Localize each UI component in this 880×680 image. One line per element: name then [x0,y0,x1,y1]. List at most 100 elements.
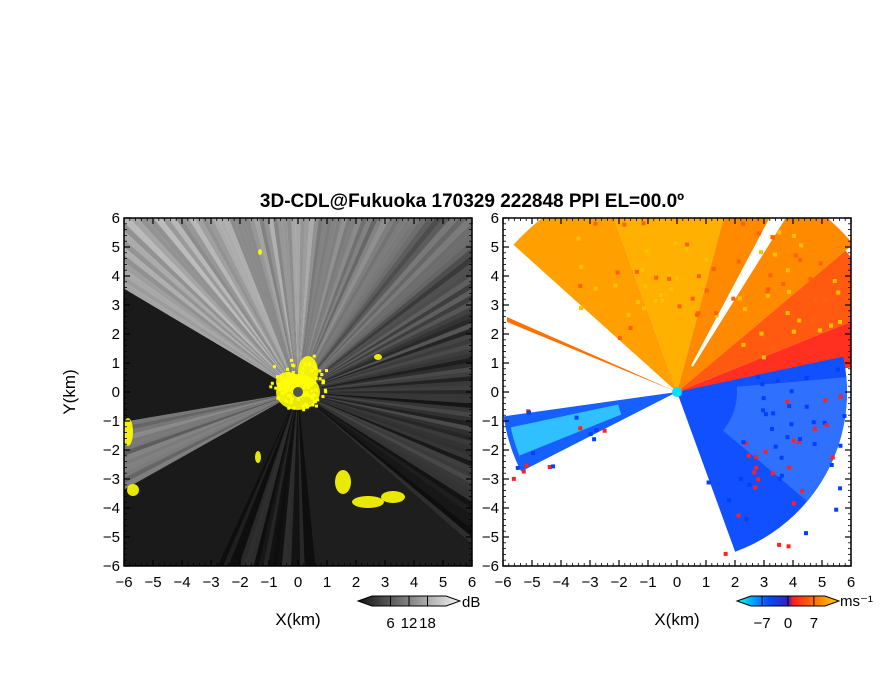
reflectivity-ray [267,392,298,566]
velocity-pixel [613,283,618,288]
velocity-pixel [615,270,620,275]
reflectivity-ray [298,392,472,530]
reflectivity-ray [298,392,472,457]
radar-site-marker [293,387,303,397]
reflectivity-ray [298,392,472,423]
velocity-pixel [777,230,782,235]
velocity-pixel [773,252,778,257]
reflectivity-highlight-pixel [300,371,304,375]
reflectivity-ray [298,218,384,392]
reflectivity-ray [298,392,472,432]
reflectivity-ray [298,392,472,516]
reflectivity-highlight-pixel [270,381,274,385]
velocity-pixel [741,440,746,445]
reflectivity-highlight-pixel [312,354,316,358]
x-tick-label: 0 [294,574,302,591]
velocity-pixel [551,464,556,469]
velocity-pixel [704,288,709,293]
reflectivity-ray [124,230,298,392]
y-tick-label: 6 [491,210,499,227]
velocity-pixel [789,389,794,394]
y-tick-label: 3 [491,297,499,314]
reflectivity-highlight-pixel [306,386,310,390]
velocity-pixel [813,298,818,303]
reflectivity-highlight-pixel [276,383,280,387]
velocity-pixel [791,313,796,318]
reflectivity-ray [298,218,472,392]
velocity-pixel [744,517,749,522]
reflectivity-highlight-pixel [291,371,295,375]
velocity-pixel [787,465,792,470]
reflectivity-highlight-pixel [324,390,328,394]
reflectivity-highlight-pixel [272,365,276,369]
reflectivity-ray [298,392,472,467]
reflectivity-ray [298,218,319,392]
reflectivity-ray [298,218,338,392]
reflectivity-image [124,218,472,566]
velocity-pixel [578,283,583,288]
reflectivity-highlight-pixel [307,393,311,397]
velocity-pixel [723,551,728,556]
reflectivity-ray [298,392,472,537]
velocity-pixel [741,221,746,226]
reflectivity-ray [298,218,443,392]
velocity-colorbar-ticks: −7 0 7 [754,596,818,632]
velocity-pixel [547,464,552,469]
colorbar-tick-label: 6 [386,615,394,632]
reflectivity-highlight-pixel [310,369,314,373]
velocity-xlabel: X(km) [654,610,699,629]
reflectivity-highlight-pixel [285,367,289,371]
velocity-pixel [634,269,639,274]
reflectivity-highlight-pixel [284,390,288,394]
velocity-pixel [515,465,520,470]
reflectivity-highlight-pixel [289,401,293,405]
x-tick-label: −4 [552,574,569,591]
velocity-pixel [593,221,598,226]
reflectivity-highlight-pixel [303,362,307,366]
reflectivity-highlight-pixel [296,380,300,384]
velocity-pixel [804,376,809,381]
reflectivity-highlight-pixel [280,391,284,395]
velocity-region-east [677,321,851,392]
reflectivity-highlight-pixel [308,381,312,385]
velocity-pixel [876,395,880,399]
velocity-pixel [521,469,526,474]
velocity-pixel [737,296,742,301]
reflectivity-ray [298,392,472,418]
x-tick-label: 3 [381,574,389,591]
velocity-pixel [804,404,809,409]
velocity-pixel [793,253,798,258]
velocity-region-southwest [503,392,677,472]
velocity-pixel [837,320,842,325]
colorbar-tick-label: −7 [754,615,771,632]
reflectivity-highlight-pixel [269,385,273,389]
velocity-colorbar-unit: ms⁻¹ [840,593,873,610]
velocity-pixel [777,542,782,547]
velocity-pixel [837,284,842,289]
reflectivity-highlight-pixel [291,373,295,377]
velocity-pixel [779,455,784,460]
velocity-pixel [838,443,843,448]
reflectivity-highlight-pixel [276,396,280,400]
reflectivity-ray [298,218,343,392]
velocity-colorbar: −7 0 7 ms⁻¹ [735,593,873,632]
velocity-pixel [659,293,664,298]
velocity-pixel [641,306,646,311]
reflectivity-highlight-pixel [313,380,317,384]
velocity-pixel [803,531,808,536]
velocity-pixel [754,465,759,470]
y-tick-label: −2 [482,442,499,459]
reflectivity-highlight-pixel [275,375,279,379]
velocity-pixel [860,318,864,322]
velocity-pixel [832,279,837,284]
velocity-pixel [511,476,516,481]
reflectivity-highlight [127,484,139,496]
reflectivity-ray [298,392,472,478]
reflectivity-ray [124,392,298,490]
reflectivity-ray [298,218,353,392]
reflectivity-ray [298,392,472,413]
velocity-pixel [811,420,816,425]
velocity-pixel [775,378,780,383]
x-tick-label: −3 [202,574,219,591]
reflectivity-ray [238,392,298,566]
